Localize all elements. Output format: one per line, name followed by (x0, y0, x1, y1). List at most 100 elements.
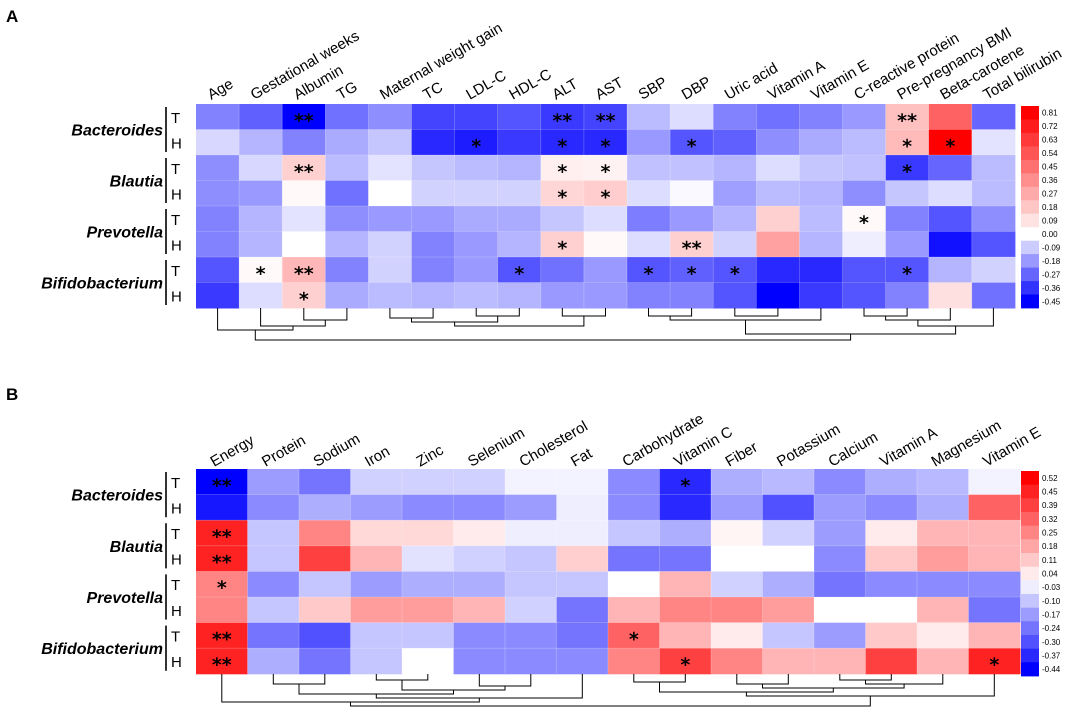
heatmap-cell (540, 155, 585, 181)
heatmap-cell (196, 257, 240, 283)
heatmap-cell (670, 104, 714, 130)
heatmap-cell (971, 282, 1016, 309)
column-label: Zinc (414, 441, 447, 470)
heatmap-cell (454, 155, 499, 181)
heatmap-cell (196, 282, 240, 309)
heatmap-cell (713, 129, 757, 156)
heatmap-cell (556, 545, 609, 572)
dendrogram-branch (454, 316, 585, 327)
heatmap-cell (799, 257, 843, 283)
heatmap-cell (814, 494, 866, 521)
heatmap-cell (196, 129, 240, 156)
dendrogram-branch (745, 674, 995, 697)
heatmap-cell (971, 155, 1016, 181)
heatmap-cell (968, 520, 1021, 547)
heatmap-cell (299, 520, 351, 547)
heatmap-cell (239, 129, 283, 156)
heatmap-cell (814, 622, 866, 649)
legend-swatch (1021, 580, 1039, 595)
heatmap-cell (711, 648, 763, 675)
column-label: Age (205, 75, 237, 103)
legend-tick-label: 0.27 (1042, 190, 1058, 199)
heatmap-cell (583, 129, 628, 156)
legend-swatch (1021, 146, 1039, 161)
heatmap-cell (583, 282, 628, 309)
heatmap-cell (454, 282, 499, 309)
heatmap-cell (282, 180, 326, 207)
heatmap-cell (756, 180, 800, 207)
heatmap-cell (917, 571, 969, 598)
significance-mark: * (989, 654, 999, 676)
heatmap-cell (583, 104, 628, 130)
legend-swatch (1021, 213, 1039, 228)
dendrogram-branch (478, 674, 532, 687)
significance-mark: * (557, 135, 567, 157)
legend-swatch (1021, 607, 1039, 622)
heatmap-cell (799, 155, 843, 181)
column-label: DBP (679, 73, 714, 103)
dendrogram-branch (917, 308, 994, 327)
heatmap-cell (350, 648, 403, 675)
heatmap-cell (865, 469, 918, 496)
heatmap-cell (799, 231, 843, 258)
heatmap-cell (917, 648, 969, 675)
legend-swatch (1021, 173, 1039, 188)
heatmap-cell (454, 180, 499, 207)
heatmap-cell (842, 206, 887, 232)
heatmap-cell (239, 282, 283, 309)
heatmap-cell (713, 282, 757, 309)
column-label: Vitamin A (877, 424, 940, 470)
heatmap-cell (608, 520, 660, 547)
heatmap-cell (968, 545, 1021, 572)
heatmap-cell (659, 545, 712, 572)
sub-row-label: T (171, 526, 180, 543)
heatmap-cell (368, 155, 412, 181)
sub-row-label: T (171, 628, 180, 645)
dendrogram-branch (863, 308, 908, 317)
dendrogram-branch (254, 330, 852, 341)
heatmap-cell (325, 129, 369, 156)
heatmap-cell (885, 129, 930, 156)
heatmap-cell (453, 520, 506, 547)
heatmap-cell (239, 257, 283, 283)
heatmap-cell (608, 545, 660, 572)
heatmap-cell (540, 257, 585, 283)
sub-row-label: T (171, 212, 180, 229)
heatmap-cell (453, 571, 506, 598)
heatmap-cell (505, 520, 557, 547)
row-group-label: Blautia (110, 539, 163, 556)
significance-mark: ** (212, 526, 232, 548)
legend-swatch (1021, 621, 1039, 636)
heatmap-cell (917, 545, 969, 572)
heatmap-cell (865, 494, 918, 521)
column-label: Fiber (723, 439, 761, 471)
heatmap-cell (282, 104, 326, 130)
dendrogram-branch (475, 308, 520, 317)
legend-tick-label: 0.09 (1042, 217, 1058, 226)
heatmap-cell (299, 545, 351, 572)
heatmap-cell (454, 129, 499, 156)
significance-mark: * (514, 263, 524, 285)
legend-tick-label: 0.11 (1042, 556, 1058, 565)
heatmap-cell (627, 180, 671, 207)
dendrogram-branch (734, 308, 779, 317)
legend-tick-label: 0.36 (1042, 176, 1058, 185)
heatmap-cell (402, 571, 454, 598)
legend-swatch (1021, 484, 1039, 499)
dendrogram-branch (648, 308, 693, 317)
heatmap-cell (282, 282, 326, 309)
heatmap-cell (368, 282, 412, 309)
legend-swatch (1021, 132, 1039, 147)
dendrogram-branch (865, 674, 944, 685)
heatmap-cell (713, 206, 757, 232)
heatmap-cell (627, 206, 671, 232)
row-group-label: Bifidobacterium (41, 276, 163, 293)
heatmap-cell (762, 469, 815, 496)
legend-swatch (1021, 471, 1039, 486)
heatmap-cell (299, 494, 351, 521)
heatmap-cell (842, 257, 887, 283)
heatmap-cell (556, 469, 609, 496)
legend-tick-label: 0.54 (1042, 149, 1058, 158)
